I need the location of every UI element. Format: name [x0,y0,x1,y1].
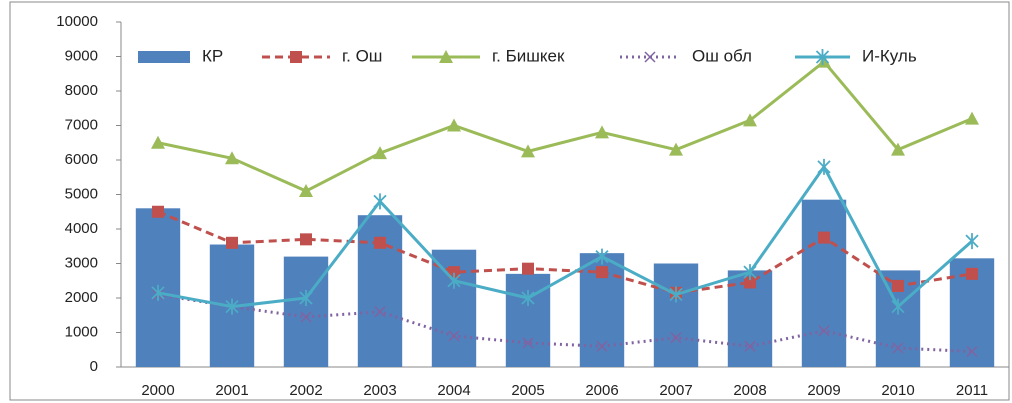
marker [669,142,683,156]
y-tick-label: 7000 [65,116,98,133]
chart-frame [9,1,1010,401]
marker [670,332,682,344]
y-tick-label: 3000 [65,254,98,271]
marker [151,135,165,149]
x-tick-label: 2006 [585,382,618,399]
y-tick-label: 1000 [65,323,98,340]
marker [818,325,830,337]
marker [891,298,905,315]
marker [966,345,978,358]
marker [225,298,239,315]
bar [653,263,699,367]
marker [892,279,904,292]
line [157,210,973,295]
marker [448,330,460,342]
marker [521,290,535,306]
line [157,293,973,353]
marker [226,236,238,249]
marker [891,142,905,156]
bar [801,199,847,367]
marker [374,306,386,318]
legend-label: КР [202,46,223,65]
marker [669,286,683,303]
marker [596,266,608,279]
marker [965,111,979,125]
marker [299,290,313,306]
legend-label: Ош обл [692,46,752,65]
marker [744,340,756,352]
marker [225,151,239,165]
x-tick-label: 2000 [141,382,174,399]
marker [595,248,609,265]
marker [743,113,757,127]
x-tick-label: 2001 [215,382,248,399]
y-tick-label: 6000 [65,151,98,168]
x-tick-label: 2002 [289,382,322,399]
x-tick-label: 2007 [659,382,692,399]
marker [818,231,830,244]
marker [522,337,534,349]
marker [447,272,461,289]
marker [596,340,608,352]
marker [374,236,386,249]
marker [447,118,461,132]
line [157,164,973,310]
x-tick-label: 2011 [956,382,988,399]
x-tick-label: 2010 [881,382,914,399]
x-tick-label: 2005 [511,382,544,399]
marker [373,193,387,210]
legend-label: г. Бишкек [492,46,565,65]
marker [299,184,313,198]
legend-marker [644,51,656,63]
marker [744,276,756,289]
marker [373,146,387,160]
x-tick-label: 2009 [807,382,840,399]
y-tick-label: 10000 [56,13,98,30]
legend-label: И-Куль [862,46,917,65]
y-tick-label: 9000 [65,47,98,64]
marker [300,233,312,246]
y-tick-label: 4000 [65,220,98,237]
legend-marker [439,50,453,63]
marker [595,125,609,139]
marker [965,233,979,250]
y-tick-label: 5000 [65,185,98,202]
bar [283,256,329,367]
marker [300,311,312,323]
marker [966,267,978,280]
marker [151,284,165,301]
marker [892,342,904,354]
marker [743,264,757,281]
legend-swatch [138,51,190,63]
y-tick-label: 0 [90,358,98,375]
marker [522,262,534,275]
marker [817,158,831,175]
marker [817,54,831,68]
legend-marker [815,49,830,65]
x-tick-label: 2008 [733,382,766,399]
marker [152,205,164,218]
y-tick-label: 2000 [65,289,98,306]
legend-marker [290,51,302,63]
legend-label: г. Ош [342,46,382,65]
marker [448,266,460,279]
marker [521,144,535,158]
line [157,59,973,193]
y-tick-label: 8000 [65,82,98,99]
x-tick-label: 2004 [437,382,470,399]
x-tick-label: 2003 [363,382,396,399]
